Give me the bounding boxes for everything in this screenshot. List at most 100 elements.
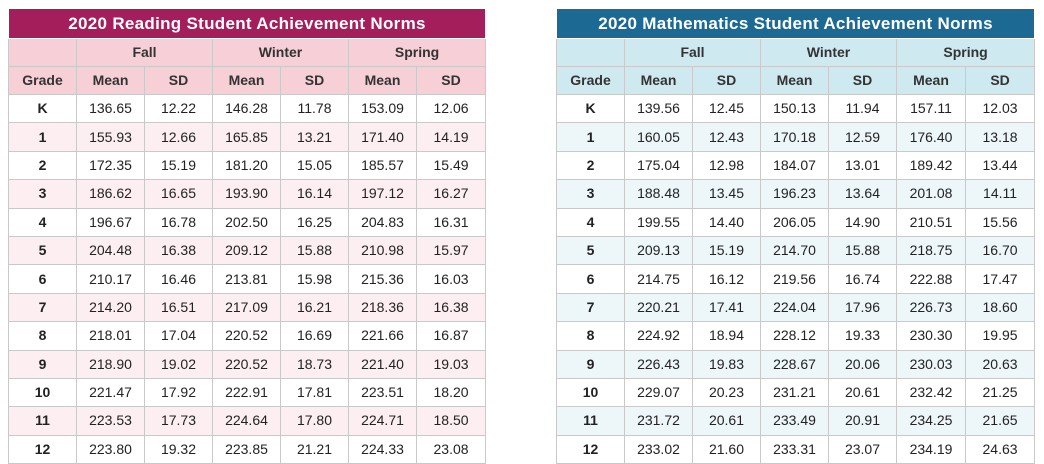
spring-mean-cell: 234.19 <box>896 434 966 464</box>
fall-sd-cell: 13.45 <box>692 179 761 209</box>
fall-sd-cell: 20.61 <box>692 406 761 436</box>
table-row: 2 172.35 15.19 181.20 15.05 185.57 15.49 <box>8 150 487 181</box>
winter-sd-cell: 13.21 <box>280 122 349 152</box>
winter-mean-cell: 165.85 <box>212 122 281 152</box>
fall-sd-cell: 19.83 <box>692 349 761 379</box>
winter-mean-cell: 224.04 <box>760 292 829 323</box>
spring-mean-header: Mean <box>896 66 966 95</box>
spring-sd-cell: 21.65 <box>964 406 1036 436</box>
fall-mean-cell: 175.04 <box>624 150 693 181</box>
table-row: 5 209.13 15.19 214.70 15.88 218.75 16.70 <box>556 235 1036 266</box>
spring-sd-cell: 15.49 <box>415 150 487 181</box>
fall-mean-cell: 209.13 <box>624 235 693 266</box>
fall-sd-cell: 12.98 <box>692 150 761 181</box>
fall-mean-cell: 210.17 <box>76 264 145 294</box>
spring-mean-cell: 221.66 <box>348 321 417 351</box>
grade-cell: K <box>556 93 625 124</box>
winter-sd-cell: 15.05 <box>280 150 349 181</box>
fall-sd-cell: 21.60 <box>692 434 761 464</box>
winter-mean-header: Mean <box>212 66 281 95</box>
grade-cell: 7 <box>8 292 77 323</box>
grade-cell: 9 <box>556 349 625 379</box>
fall-mean-cell: 223.53 <box>76 406 145 436</box>
fall-sd-cell: 20.23 <box>692 377 761 408</box>
fall-sd-cell: 16.46 <box>144 264 213 294</box>
winter-mean-cell: 228.12 <box>760 321 829 351</box>
spring-mean-cell: 218.36 <box>348 292 417 323</box>
table-row: 8 218.01 17.04 220.52 16.69 221.66 16.87 <box>8 321 487 351</box>
spring-mean-header: Mean <box>348 66 417 95</box>
title-row: 2020 Reading Student Achievement Norms <box>8 8 486 39</box>
winter-sd-cell: 11.78 <box>280 93 349 124</box>
fall-mean-cell: 218.90 <box>76 349 145 379</box>
spring-sd-cell: 12.06 <box>415 93 487 124</box>
spring-sd-cell: 16.03 <box>415 264 487 294</box>
winter-mean-cell: 220.52 <box>212 321 281 351</box>
winter-mean-cell: 202.50 <box>212 207 281 237</box>
spring-mean-cell: 223.51 <box>348 377 417 408</box>
fall-sd-cell: 15.19 <box>692 235 761 266</box>
winter-mean-cell: 219.56 <box>760 264 829 294</box>
spring-sd-cell: 17.47 <box>964 264 1036 294</box>
math-norms-table: 2020 Mathematics Student Achievement Nor… <box>556 8 1036 464</box>
table-row: 1 160.05 12.43 170.18 12.59 176.40 13.18 <box>556 122 1036 152</box>
spring-mean-cell: 224.33 <box>348 434 417 464</box>
winter-sd-cell: 15.88 <box>828 235 897 266</box>
spring-sd-cell: 24.63 <box>964 434 1036 464</box>
table-row: 11 231.72 20.61 233.49 20.91 234.25 21.65 <box>556 406 1036 436</box>
grade-cell: 2 <box>8 150 77 181</box>
fall-mean-cell: 229.07 <box>624 377 693 408</box>
spring-mean-cell: 157.11 <box>896 93 966 124</box>
season-spring: Spring <box>347 38 487 67</box>
fall-sd-cell: 16.51 <box>144 292 213 323</box>
fall-mean-cell: 204.48 <box>76 235 145 266</box>
fall-sd-cell: 12.45 <box>692 93 761 124</box>
winter-mean-cell: 209.12 <box>212 235 281 266</box>
spring-mean-cell: 218.75 <box>896 235 966 266</box>
winter-mean-cell: 184.07 <box>760 150 829 181</box>
winter-mean-cell: 222.91 <box>212 377 281 408</box>
winter-sd-header: SD <box>280 66 349 95</box>
spring-sd-cell: 16.87 <box>415 321 487 351</box>
winter-sd-cell: 11.94 <box>828 93 897 124</box>
spring-sd-cell: 18.20 <box>415 377 487 408</box>
winter-mean-cell: 150.13 <box>760 93 829 124</box>
spring-sd-cell: 19.95 <box>964 321 1036 351</box>
grade-cell: 10 <box>556 377 625 408</box>
grade-cell: 7 <box>556 292 625 323</box>
fall-sd-cell: 15.19 <box>144 150 213 181</box>
fall-sd-cell: 17.92 <box>144 377 213 408</box>
winter-mean-header: Mean <box>760 66 829 95</box>
table-row: 8 224.92 18.94 228.12 19.33 230.30 19.95 <box>556 321 1036 351</box>
grade-cell: 6 <box>8 264 77 294</box>
math-title: 2020 Mathematics Student Achievement Nor… <box>556 8 1035 39</box>
winter-sd-cell: 20.91 <box>828 406 897 436</box>
grade-header: Grade <box>8 66 77 95</box>
fall-mean-cell: 214.20 <box>76 292 145 323</box>
table-row: 3 186.62 16.65 193.90 16.14 197.12 16.27 <box>8 179 487 209</box>
fall-sd-cell: 17.73 <box>144 406 213 436</box>
grade-spacer <box>556 38 625 67</box>
grade-header: Grade <box>556 66 625 95</box>
fall-mean-cell: 218.01 <box>76 321 145 351</box>
fall-sd-cell: 12.66 <box>144 122 213 152</box>
spring-mean-cell: 153.09 <box>348 93 417 124</box>
winter-mean-cell: 217.09 <box>212 292 281 323</box>
season-row: Fall Winter Spring <box>556 38 1036 67</box>
winter-sd-cell: 18.73 <box>280 349 349 379</box>
spring-sd-cell: 16.70 <box>964 235 1036 266</box>
fall-sd-cell: 14.40 <box>692 207 761 237</box>
spring-sd-cell: 15.97 <box>415 235 487 266</box>
winter-mean-cell: 224.64 <box>212 406 281 436</box>
spring-sd-cell: 21.25 <box>964 377 1036 408</box>
winter-sd-cell: 16.74 <box>828 264 897 294</box>
spring-sd-cell: 18.50 <box>415 406 487 436</box>
spring-sd-cell: 14.11 <box>964 179 1036 209</box>
spring-mean-cell: 230.30 <box>896 321 966 351</box>
fall-mean-cell: 160.05 <box>624 122 693 152</box>
winter-sd-cell: 23.07 <box>828 434 897 464</box>
reading-title: 2020 Reading Student Achievement Norms <box>8 8 486 39</box>
grade-cell: 5 <box>556 235 625 266</box>
winter-sd-cell: 13.64 <box>828 179 897 209</box>
spring-sd-header: SD <box>415 66 487 95</box>
